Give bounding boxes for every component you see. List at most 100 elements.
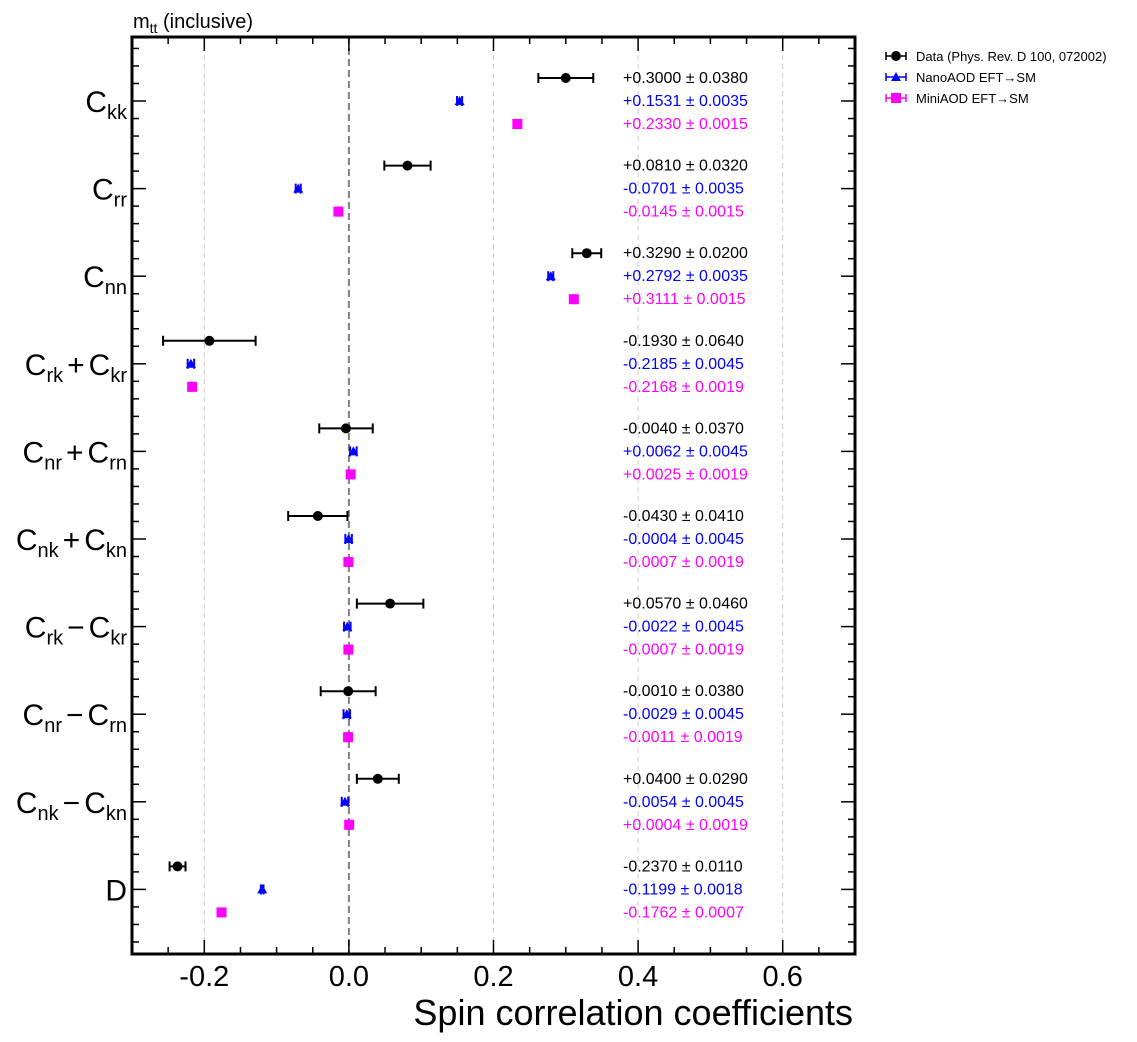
value-label: +0.2330 ± 0.0015 — [623, 116, 748, 133]
value-label: +0.0400 ± 0.0290 — [623, 771, 748, 788]
category-operator: − — [67, 612, 85, 645]
value-label: -0.1199 ± 0.0018 — [623, 881, 743, 898]
value-label: +0.0004 ± 0.0019 — [623, 817, 748, 834]
category-operator: + — [66, 436, 84, 469]
category-symbol: C — [85, 86, 107, 119]
legend-marker — [891, 51, 901, 61]
x-tick-label: 0.6 — [763, 961, 803, 993]
category-symbol: C — [16, 524, 38, 557]
category-symbol: D — [105, 874, 127, 907]
category-operator: − — [63, 787, 81, 820]
data-point — [343, 644, 354, 655]
value-label: -0.0430 ± 0.0410 — [623, 508, 744, 525]
value-label: -0.0011 ± 0.0019 — [623, 729, 743, 746]
data-point — [343, 732, 354, 743]
data-point — [343, 686, 354, 697]
category-subscript: rk — [46, 628, 64, 650]
category-label: Crk − Ckr — [25, 612, 128, 650]
value-label: -0.2185 ± 0.0045 — [623, 356, 744, 373]
category-symbol: C — [25, 612, 47, 645]
category-symbol: C — [89, 612, 111, 645]
value-label: +0.1531 ± 0.0035 — [623, 93, 748, 110]
value-label: +0.0062 ± 0.0045 — [623, 443, 748, 460]
category-symbol: C — [88, 436, 110, 469]
value-label: -0.0040 ± 0.0370 — [623, 420, 744, 437]
data-point — [402, 160, 413, 171]
data-point — [341, 709, 352, 719]
data-point — [216, 907, 227, 918]
data-point — [385, 598, 396, 609]
legend-marker — [891, 72, 901, 81]
x-tick-label: 0.0 — [329, 961, 369, 993]
category-subscript: kk — [107, 102, 128, 124]
category-operator: − — [66, 699, 84, 732]
data-point — [257, 884, 268, 894]
value-label: -0.0029 ± 0.0045 — [623, 706, 744, 723]
legend: Data (Phys. Rev. D 100, 072002) NanoAOD E… — [885, 49, 1107, 106]
category-subscript: rr — [114, 190, 128, 212]
category-label: Cnk − Ckn — [16, 787, 127, 825]
value-label: -0.0022 ± 0.0045 — [623, 619, 744, 636]
category-subscript: nk — [38, 540, 60, 562]
value-label: -0.1762 ± 0.0007 — [623, 904, 744, 921]
category-label: Cnn — [83, 261, 127, 299]
category-label: Cnr + Crn — [23, 436, 127, 474]
legend-label: Data (Phys. Rev. D 100, 072002) — [916, 49, 1107, 64]
data-point — [172, 861, 183, 872]
category-subscript: kn — [106, 540, 127, 562]
value-label-layer: +0.3000 ± 0.0380 +0.0810 ± 0.0320 +0.3290 … — [623, 70, 748, 921]
marks-layer — [162, 73, 603, 918]
category-symbol: C — [16, 787, 38, 820]
value-label: -0.0007 ± 0.0019 — [623, 642, 744, 659]
category-operator: + — [67, 349, 85, 382]
value-label: +0.0025 ± 0.0019 — [623, 466, 748, 483]
value-label: -0.0145 ± 0.0015 — [623, 204, 744, 221]
category-subscript: rn — [109, 452, 127, 474]
data-point — [312, 511, 323, 521]
value-label: -0.0010 ± 0.0380 — [623, 683, 744, 700]
title-rest: (inclusive) — [157, 11, 253, 33]
category-symbol: C — [83, 261, 105, 294]
data-point — [372, 773, 383, 784]
category-operator: + — [63, 524, 81, 557]
x-axis-label: Spin correlation coefficients — [413, 992, 853, 1033]
data-point — [204, 335, 215, 346]
title-sub: tt — [150, 20, 158, 36]
category-symbol: C — [25, 349, 47, 382]
category-subscript: nr — [44, 452, 62, 474]
value-label: -0.2370 ± 0.0110 — [623, 858, 743, 875]
category-label: Cnr − Crn — [23, 699, 127, 737]
data-point — [343, 534, 354, 543]
data-point — [581, 248, 592, 259]
chart-title: mtt (inclusive) — [133, 11, 253, 36]
data-point — [345, 469, 356, 480]
data-point — [545, 271, 556, 281]
data-point — [185, 358, 196, 368]
category-label: D — [105, 874, 127, 907]
category-symbol: C — [84, 787, 106, 820]
value-label: -0.0701 ± 0.0035 — [623, 181, 744, 198]
data-point — [344, 819, 355, 830]
data-point — [512, 119, 523, 129]
category-symbol: C — [92, 174, 114, 207]
value-label: +0.0570 ± 0.0460 — [623, 596, 748, 613]
value-label: -0.2168 ± 0.0019 — [623, 379, 744, 396]
category-subscript: nk — [38, 803, 60, 825]
category-subscript: nr — [44, 715, 62, 737]
legend-marker — [891, 93, 901, 103]
value-label: -0.0007 ± 0.0019 — [623, 554, 744, 571]
data-point — [333, 206, 344, 217]
data-point — [341, 423, 352, 434]
value-label: +0.3111 ± 0.0015 — [623, 291, 746, 308]
value-label: -0.0054 ± 0.0045 — [623, 794, 744, 811]
value-label: -0.0004 ± 0.0045 — [623, 531, 744, 548]
category-label: Crk + Ckr — [25, 349, 128, 387]
category-label: Cnk + Ckn — [16, 524, 127, 562]
data-point — [339, 796, 350, 806]
x-tick-label: 0.2 — [473, 961, 513, 993]
data-point — [568, 294, 579, 305]
category-subscript: kr — [110, 628, 127, 650]
category-subscript: rn — [109, 715, 127, 737]
